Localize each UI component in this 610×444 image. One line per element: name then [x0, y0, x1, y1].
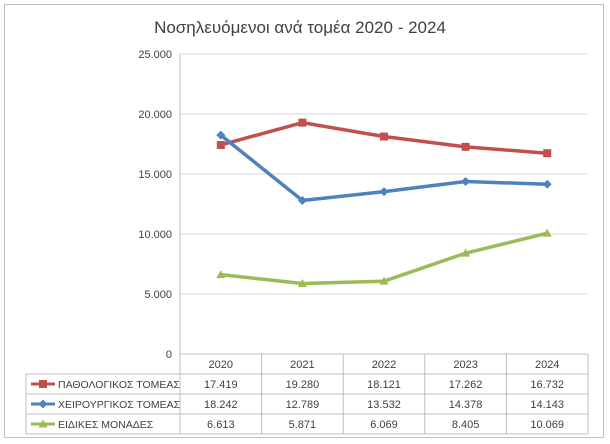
legend-marker: [39, 380, 47, 388]
data-point: [297, 196, 307, 206]
y-tick-label: 5.000: [144, 289, 172, 301]
data-table: 2020 2021 2022 2023 2024 ΠΑΘΟΛΟΓΙΚΟΣ ΤΟΜΕΑΣ 17…: [25, 353, 589, 435]
series-1: [216, 130, 552, 206]
data-point: [298, 118, 307, 127]
legend-entry: ΧΕΙΡΟΥΡΓΙΚΟΣ ΤΟΜΕΑΣ: [31, 399, 181, 411]
legend-marker: [38, 399, 48, 409]
table-value: 6.069: [370, 419, 398, 431]
chart-frame: [4, 4, 604, 438]
table-value: 17.419: [204, 379, 238, 391]
table-value: 12.789: [286, 399, 320, 411]
chart-title: Νοσηλευόμενοι ανά τομέα 2020 - 2024: [154, 18, 446, 37]
data-point: [216, 130, 226, 140]
table-value: 18.121: [367, 379, 401, 391]
table-value: 6.613: [207, 419, 235, 431]
data-point: [380, 132, 388, 141]
series-lines: [216, 118, 552, 288]
x-category-label: 2023: [453, 359, 477, 371]
data-point: [216, 140, 225, 149]
table-value: 17.262: [449, 379, 483, 391]
table-value: 8.405: [452, 419, 480, 431]
data-point: [461, 142, 470, 151]
table-value: 19.280: [286, 379, 320, 391]
x-category-label: 2020: [209, 359, 233, 371]
gridlines: [179, 53, 588, 354]
y-tick-label: 10.000: [138, 229, 172, 241]
series-name: ΧΕΙΡΟΥΡΓΙΚΟΣ ΤΟΜΕΑΣ: [58, 399, 181, 411]
data-point: [542, 228, 552, 237]
data-point: [543, 149, 552, 158]
legend-entry: ΠΑΘΟΛΟΓΙΚΟΣ ΤΟΜΕΑΣ: [31, 379, 180, 391]
table-value: 5.871: [289, 419, 317, 431]
series-2: [216, 228, 552, 288]
y-tick-label: 20.000: [138, 109, 172, 121]
data-point: [297, 279, 307, 288]
y-tick-label: 0: [166, 349, 172, 361]
table-value: 14.378: [449, 399, 483, 411]
x-category-label: 2021: [290, 359, 314, 371]
series-0: [216, 118, 552, 158]
y-axis-ticks: 0 5.000 10.000 15.000 20.000 25.000: [138, 49, 172, 361]
table-value: 10.069: [530, 419, 564, 431]
table-value: 18.242: [204, 399, 238, 411]
legend-marker: [38, 419, 48, 428]
data-point: [461, 248, 471, 257]
series-name: ΠΑΘΟΛΟΓΙΚΟΣ ΤΟΜΕΑΣ: [58, 379, 180, 391]
table-value: 16.732: [530, 379, 564, 391]
table-value: 14.143: [530, 399, 564, 411]
x-category-label: 2024: [535, 359, 559, 371]
data-point: [379, 276, 389, 285]
x-category-label: 2022: [372, 359, 396, 371]
data-point: [461, 176, 471, 186]
data-point: [216, 270, 226, 279]
data-point: [542, 179, 552, 189]
y-tick-label: 15.000: [138, 169, 172, 181]
series-name: ΕΙΔΙΚΕΣ ΜΟΝΑΔΕΣ: [58, 419, 154, 431]
series-line: [219, 231, 549, 286]
y-tick-label: 25.000: [138, 49, 172, 61]
legend-entry: ΕΙΔΙΚΕΣ ΜΟΝΑΔΕΣ: [31, 419, 154, 431]
table-value: 13.532: [367, 399, 401, 411]
data-point: [379, 187, 389, 197]
